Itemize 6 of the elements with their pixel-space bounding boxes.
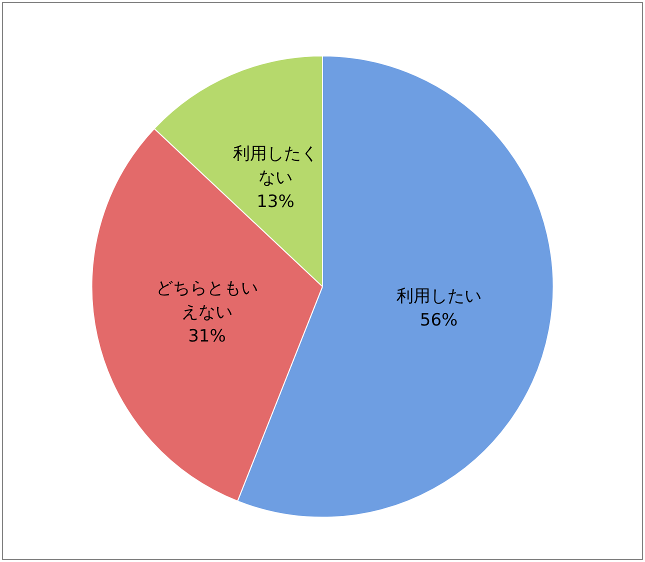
slice-label: 利用したい bbox=[396, 286, 482, 307]
data-label: 56% bbox=[420, 310, 458, 331]
data-label: 31% bbox=[188, 326, 226, 346]
data-label: 13% bbox=[256, 192, 294, 212]
slice-label: どちらともいえない bbox=[156, 278, 258, 322]
slice-label: 利用したくない bbox=[232, 144, 318, 188]
